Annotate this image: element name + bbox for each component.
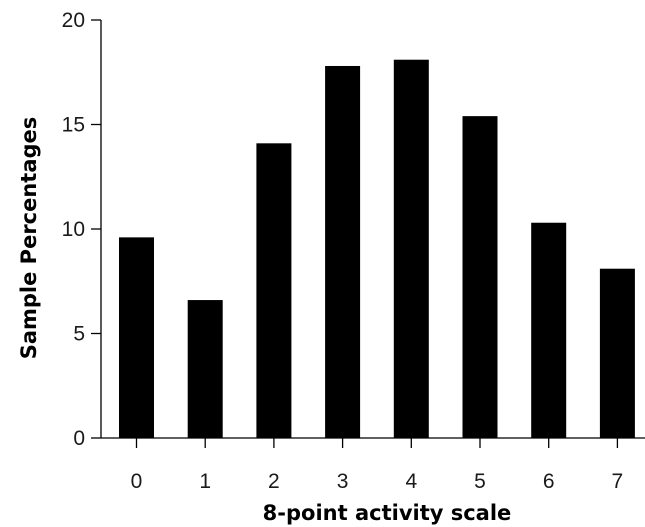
bar-series xyxy=(119,59,635,439)
x-tick-label: 0 xyxy=(131,470,143,493)
y-tick-label: 0 xyxy=(73,427,85,450)
x-axis-title: 8-point activity scale xyxy=(263,501,512,525)
x-axis: 0 1 2 3 4 5 6 7 xyxy=(101,437,645,493)
y-axis: 0 5 10 15 20 xyxy=(62,9,102,450)
bar xyxy=(325,65,361,438)
bar xyxy=(599,268,635,438)
y-tick-label: 15 xyxy=(62,114,85,137)
x-tick-label: 1 xyxy=(199,470,211,493)
bar xyxy=(256,143,292,438)
x-tick-label: 4 xyxy=(405,470,417,493)
x-tick-label: 2 xyxy=(268,470,280,493)
x-tick-label: 6 xyxy=(543,470,555,493)
bar xyxy=(531,222,567,438)
bar xyxy=(393,59,429,439)
y-axis-title: Sample Percentages xyxy=(17,117,41,360)
x-tick-label: 3 xyxy=(337,470,349,493)
y-tick-label: 10 xyxy=(62,218,85,241)
x-tick-label: 5 xyxy=(474,470,486,493)
y-tick-label: 5 xyxy=(73,323,85,346)
bar xyxy=(187,300,223,438)
bar xyxy=(119,237,154,438)
y-tick-label: 20 xyxy=(62,9,85,32)
bar xyxy=(462,116,498,438)
x-tick-label: 7 xyxy=(612,470,624,493)
